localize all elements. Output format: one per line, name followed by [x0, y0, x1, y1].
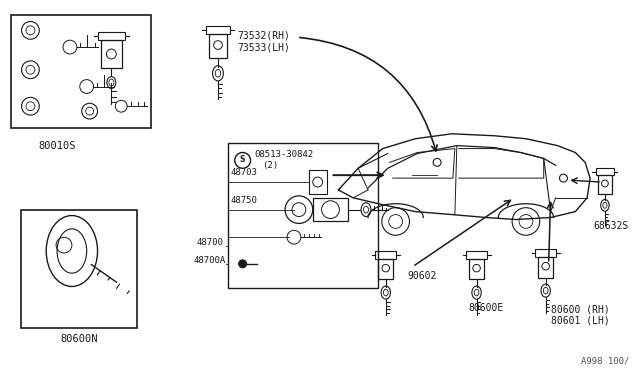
- Bar: [538, 257, 553, 278]
- Text: 80600N: 80600N: [60, 334, 97, 344]
- Text: 48700: 48700: [196, 238, 223, 247]
- Bar: [97, 32, 125, 40]
- Text: 80600 (RH): 80600 (RH): [550, 304, 609, 314]
- Bar: [209, 34, 227, 58]
- Bar: [378, 259, 393, 279]
- Bar: [467, 251, 487, 259]
- Text: 80010S: 80010S: [38, 141, 76, 151]
- Bar: [11, 15, 151, 128]
- Bar: [100, 40, 122, 68]
- Text: 08513-30842: 08513-30842: [255, 150, 314, 159]
- Text: 68632S: 68632S: [593, 221, 628, 231]
- Bar: [536, 250, 556, 257]
- Text: 48750: 48750: [231, 196, 258, 205]
- Text: 48703: 48703: [231, 168, 258, 177]
- Bar: [20, 210, 137, 328]
- Text: 90602: 90602: [408, 271, 437, 281]
- Bar: [376, 251, 396, 259]
- Bar: [308, 170, 326, 194]
- Bar: [596, 169, 614, 175]
- Text: S: S: [240, 155, 245, 164]
- Text: 48700A: 48700A: [193, 256, 225, 265]
- Text: 80601 (LH): 80601 (LH): [550, 315, 609, 325]
- Bar: [469, 259, 484, 279]
- Text: 73532(RH): 73532(RH): [237, 31, 291, 40]
- Text: 73533(LH): 73533(LH): [237, 42, 291, 52]
- Bar: [598, 175, 612, 193]
- Circle shape: [239, 260, 246, 268]
- Text: (2): (2): [262, 161, 278, 170]
- Bar: [228, 142, 378, 288]
- Text: 80600E: 80600E: [469, 303, 504, 313]
- Text: A998 100/: A998 100/: [581, 356, 630, 365]
- Bar: [206, 26, 230, 34]
- Bar: [313, 198, 348, 221]
